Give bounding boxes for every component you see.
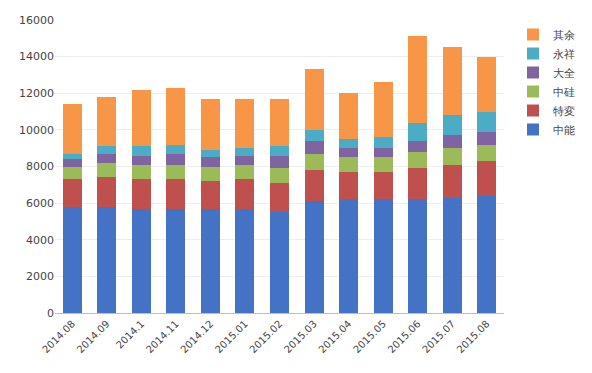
svg-text:2015.06: 2015.06 [386, 318, 423, 355]
svg-text:0: 0 [47, 307, 54, 320]
svg-text:4000: 4000 [26, 234, 54, 247]
svg-text:特変: 特変 [553, 105, 575, 118]
svg-text:2014.12: 2014.12 [178, 318, 215, 355]
svg-text:2014.1: 2014.1 [114, 318, 147, 351]
svg-text:2015.07: 2015.07 [420, 318, 457, 355]
svg-text:10000: 10000 [19, 124, 54, 137]
svg-text:2015.04: 2015.04 [317, 318, 354, 355]
svg-text:中硅: 中硅 [553, 86, 575, 99]
svg-text:8000: 8000 [26, 160, 54, 173]
svg-text:2000: 2000 [26, 270, 54, 283]
svg-text:2014.09: 2014.09 [75, 318, 112, 355]
svg-text:其余: 其余 [553, 29, 575, 42]
svg-text:2014.11: 2014.11 [144, 318, 181, 355]
svg-text:2015.01: 2015.01 [213, 318, 250, 355]
svg-text:2015.02: 2015.02 [247, 318, 284, 355]
svg-text:大全: 大全 [553, 67, 575, 80]
svg-text:16000: 16000 [19, 14, 54, 27]
svg-text:2015.03: 2015.03 [282, 318, 319, 355]
svg-text:2015.08: 2015.08 [455, 318, 492, 355]
svg-text:2015.05: 2015.05 [351, 318, 388, 355]
svg-text:永祥: 永祥 [553, 48, 575, 61]
svg-text:6000: 6000 [26, 197, 54, 210]
svg-text:14000: 14000 [19, 50, 54, 63]
svg-text:2014.08: 2014.08 [40, 318, 77, 355]
svg-text:12000: 12000 [19, 87, 54, 100]
svg-text:中能: 中能 [553, 124, 575, 137]
